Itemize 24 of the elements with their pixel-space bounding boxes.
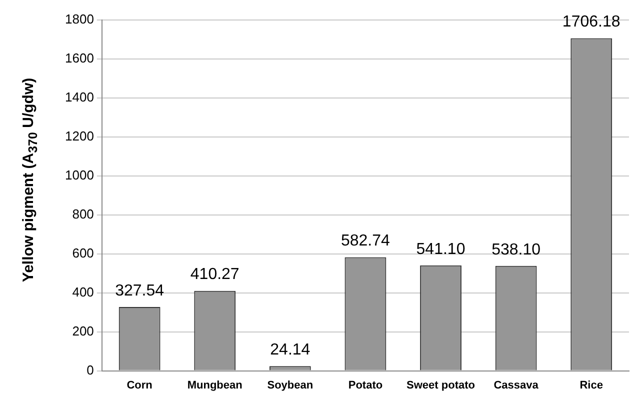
data-label: 410.27 bbox=[190, 266, 240, 284]
x-tick-label: Rice bbox=[580, 379, 603, 392]
y-tick-label: 200 bbox=[72, 323, 94, 338]
x-tick-label: Soybean bbox=[267, 379, 314, 392]
data-label: 24.14 bbox=[270, 342, 310, 358]
data-label: 541.10 bbox=[416, 240, 466, 258]
data-label: 538.10 bbox=[492, 241, 541, 258]
y-tick-label: 1400 bbox=[65, 90, 94, 105]
y-tick-label: 800 bbox=[72, 206, 94, 222]
x-tick-label: Potato bbox=[348, 379, 383, 392]
data-label: 327.54 bbox=[115, 282, 164, 300]
x-tick-label: Corn bbox=[126, 379, 153, 392]
y-tick-label: 600 bbox=[72, 245, 94, 260]
y-tick-label: 1600 bbox=[65, 50, 94, 66]
data-label: 582.74 bbox=[340, 232, 390, 250]
data-label: 1706.18 bbox=[562, 14, 620, 31]
x-tick-label: Sweet potato bbox=[406, 379, 476, 392]
y-tick-label: 1800 bbox=[65, 12, 94, 27]
y-tick-label: 400 bbox=[72, 284, 94, 300]
y-tick-label: 1000 bbox=[65, 167, 94, 182]
y-tick-label: 0 bbox=[86, 362, 94, 378]
x-tick-label: Cassava bbox=[494, 379, 540, 392]
x-tick-label: Mungbean bbox=[187, 379, 243, 392]
y-tick-label: 1200 bbox=[65, 128, 94, 144]
